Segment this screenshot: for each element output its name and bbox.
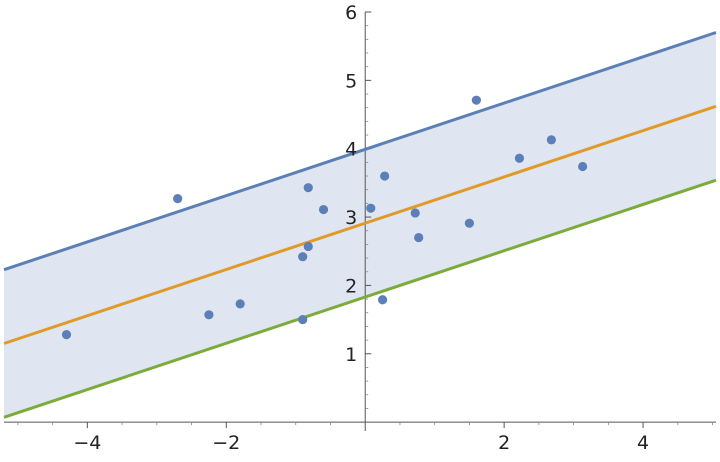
- y-tick-label: 1: [345, 344, 357, 366]
- data-point: [298, 252, 308, 262]
- y-tick-label: 3: [345, 207, 357, 229]
- y-tick-label: 4: [345, 139, 357, 161]
- data-point: [318, 204, 329, 215]
- x-tick-label: 4: [637, 432, 649, 454]
- regression-lines: [3, 31, 717, 419]
- line-fit: [3, 104, 717, 345]
- x-tick-label: −2: [212, 432, 240, 454]
- data-point: [514, 153, 525, 163]
- data-point: [380, 171, 390, 181]
- y-tick-label: 6: [345, 2, 357, 24]
- data-point: [471, 95, 481, 105]
- data-point: [414, 232, 424, 243]
- data-point: [204, 310, 214, 320]
- data-points: [61, 95, 588, 340]
- data-point: [298, 314, 308, 325]
- tick-labels: −4 −2 2 4 1 2 3 4 5 6: [73, 2, 649, 454]
- line-upper: [3, 31, 717, 272]
- data-point: [61, 330, 72, 340]
- x-tick-label: 2: [498, 432, 510, 454]
- data-point: [546, 135, 556, 145]
- data-point: [366, 203, 376, 213]
- y-tick-label: 2: [345, 275, 357, 297]
- data-point: [303, 241, 313, 252]
- data-point: [303, 183, 313, 193]
- line-lower: [3, 178, 717, 419]
- data-point: [235, 299, 245, 309]
- data-point: [464, 218, 475, 228]
- data-point: [173, 194, 183, 204]
- data-point: [578, 161, 588, 172]
- axes: [4, 11, 716, 431]
- x-tick-label: −4: [73, 432, 101, 454]
- data-point: [377, 295, 388, 305]
- y-tick-label: 5: [345, 70, 357, 92]
- data-point: [410, 208, 420, 218]
